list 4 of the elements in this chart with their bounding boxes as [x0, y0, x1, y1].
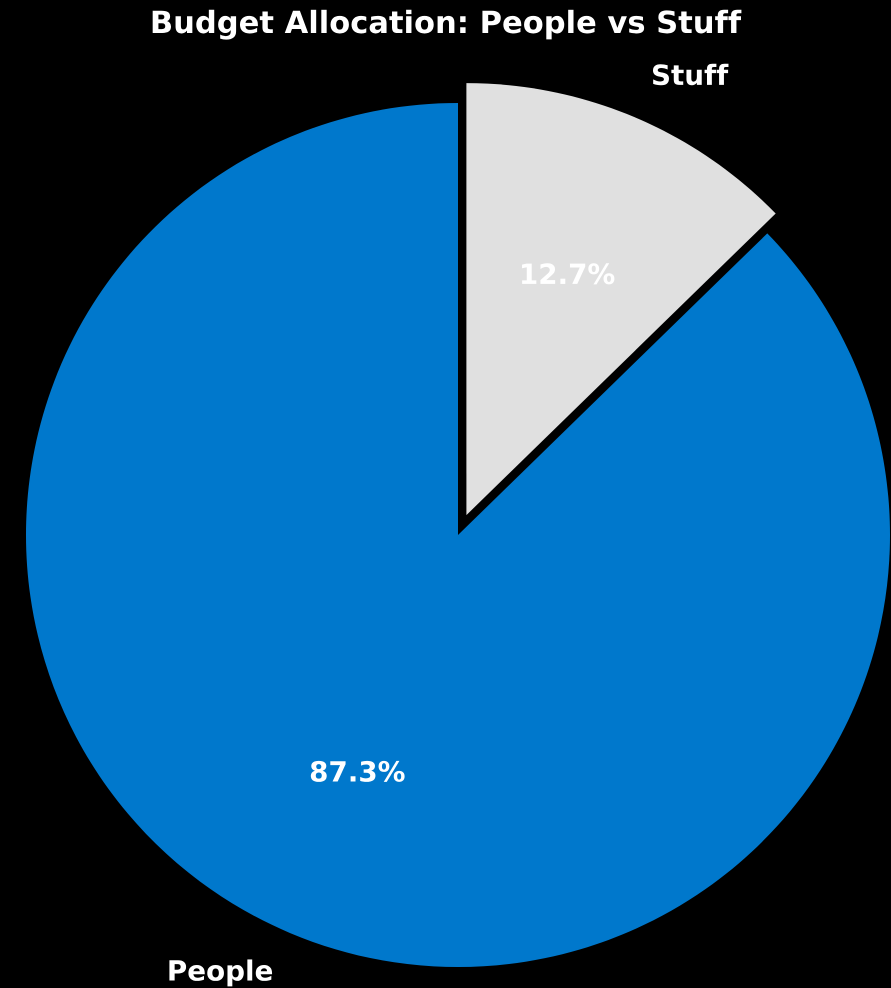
data-label: 87.3% — [310, 760, 405, 782]
slice-label: Stuff — [652, 64, 728, 86]
chart-title: Budget Allocation: People vs Stuff — [152, 10, 742, 40]
slice-label: People — [169, 959, 272, 986]
